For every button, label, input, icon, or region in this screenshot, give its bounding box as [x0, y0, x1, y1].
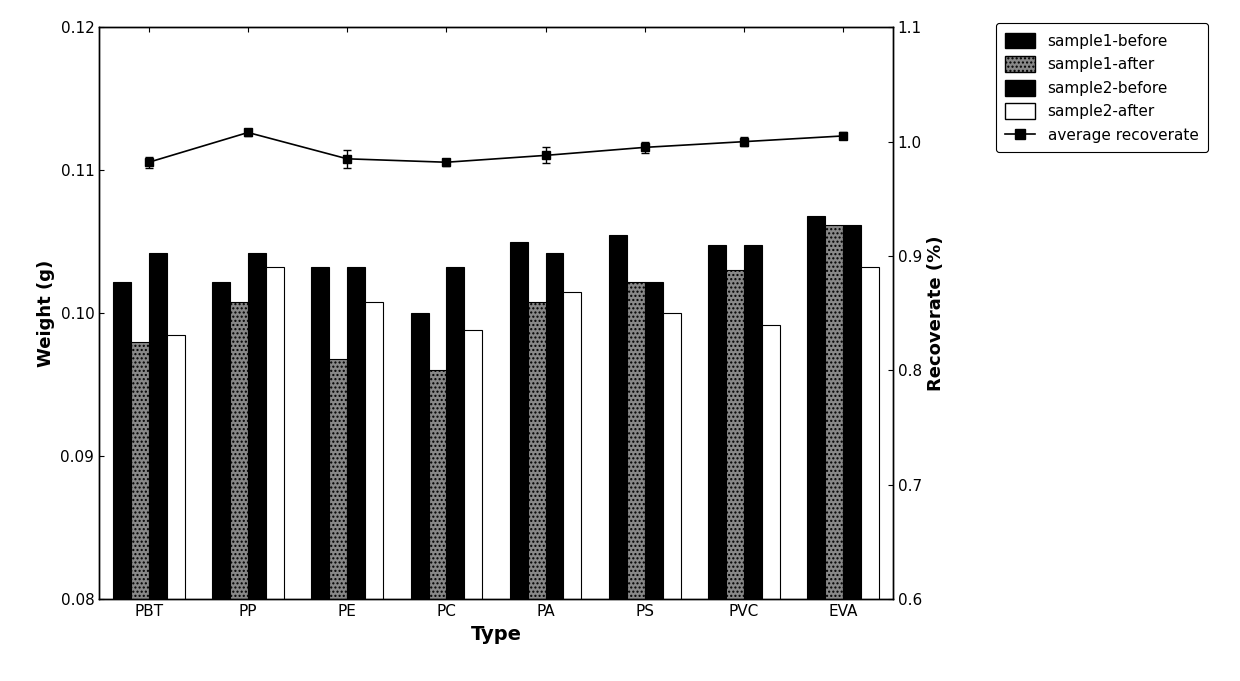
Bar: [464, 330, 482, 681]
Bar: [446, 268, 464, 681]
Bar: [708, 244, 727, 681]
Bar: [131, 342, 149, 681]
Bar: [311, 268, 330, 681]
Y-axis label: Recoverate (%): Recoverate (%): [928, 236, 945, 391]
Bar: [113, 282, 131, 681]
Legend: sample1-before, sample1-after, sample2-before, sample2-after, average recoverate: sample1-before, sample1-after, sample2-b…: [996, 23, 1208, 153]
Bar: [429, 370, 446, 681]
Y-axis label: Weight (g): Weight (g): [37, 259, 55, 367]
Bar: [861, 268, 879, 681]
Bar: [365, 302, 383, 681]
Bar: [231, 302, 248, 681]
Bar: [609, 234, 627, 681]
Bar: [807, 216, 826, 681]
Bar: [528, 302, 546, 681]
Bar: [510, 242, 528, 681]
Bar: [166, 334, 185, 681]
Bar: [248, 253, 265, 681]
Bar: [843, 225, 861, 681]
Bar: [744, 244, 761, 681]
Bar: [265, 268, 284, 681]
Bar: [330, 359, 347, 681]
Bar: [761, 325, 780, 681]
Bar: [645, 282, 662, 681]
Bar: [410, 313, 429, 681]
Bar: [662, 313, 681, 681]
Bar: [347, 268, 365, 681]
Bar: [149, 253, 166, 681]
Bar: [563, 291, 582, 681]
Bar: [546, 253, 563, 681]
Bar: [826, 225, 843, 681]
Bar: [727, 270, 744, 681]
X-axis label: Type: Type: [470, 624, 522, 644]
Bar: [212, 282, 231, 681]
Bar: [627, 282, 645, 681]
